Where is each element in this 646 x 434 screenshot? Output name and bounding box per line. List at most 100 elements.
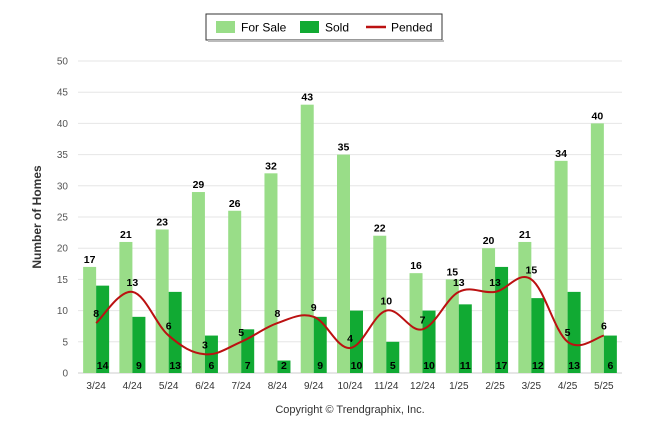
legend: For Sale Sold Pended [205, 13, 444, 42]
x-tick-label: 11/24 [374, 381, 399, 392]
for-sale-bar [518, 241, 532, 373]
y-tick-label: 20 [57, 244, 69, 255]
sold-value-label: 14 [97, 360, 109, 372]
x-tick-label: 8/24 [268, 381, 288, 392]
sold-bar [422, 310, 436, 373]
for-sale-bar [300, 104, 314, 374]
sold-value-label: 9 [136, 360, 142, 372]
sold-bar [168, 291, 182, 373]
x-tick-label: 3/24 [86, 381, 106, 392]
for-sale-bar [264, 173, 278, 373]
sold-bar [458, 304, 472, 373]
for-sale-value-label: 26 [229, 198, 241, 210]
sold-value-label: 10 [351, 360, 363, 372]
for-sale-value-label: 43 [301, 92, 313, 104]
sold-value-label: 13 [169, 360, 181, 372]
x-tick-label: 2/25 [485, 381, 505, 392]
legend-label: For Sale [241, 21, 287, 35]
pended-value-label: 4 [347, 333, 353, 345]
pended-value-label: 15 [525, 264, 537, 276]
sold-value-label: 9 [317, 360, 323, 372]
x-tick-label: 9/24 [304, 381, 324, 392]
pended-line [95, 276, 605, 356]
pended-value-label: 6 [166, 321, 172, 333]
y-tick-label: 10 [57, 306, 69, 317]
for-sale-bar [554, 160, 568, 373]
x-tick-label: 12/24 [410, 381, 435, 392]
pended-value-label: 9 [311, 302, 317, 314]
y-axis-title: Number of Homes [30, 165, 44, 269]
pended-value-label: 10 [380, 296, 392, 308]
sold-value-label: 10 [423, 360, 435, 372]
copyright-text: Copyright © Trendgraphix, Inc. [275, 404, 424, 416]
x-tick-label: 5/24 [159, 381, 179, 392]
x-tick-label: 1/25 [449, 381, 469, 392]
sold-bar [603, 335, 617, 373]
legend-label: Sold [325, 21, 349, 35]
for-sale-bar [228, 210, 242, 373]
for-sale-value-label: 34 [555, 148, 567, 160]
for-sale-bar [191, 192, 205, 373]
for-sale-value-label: 32 [265, 160, 277, 172]
data-labels: 1714821913231362963267532284399351042251… [84, 92, 614, 372]
for-sale-value-label: 40 [592, 110, 604, 122]
y-tick-label: 35 [57, 150, 69, 161]
x-tick-label: 4/24 [123, 381, 143, 392]
pended-value-label: 3 [202, 339, 208, 351]
sold-value-label: 12 [532, 360, 544, 372]
for-sale-value-label: 15 [446, 266, 458, 278]
sold-value-label: 11 [460, 360, 471, 372]
for-sale-value-label: 21 [120, 229, 132, 241]
y-tick-label: 30 [57, 181, 69, 192]
for-sale-value-label: 20 [483, 235, 495, 247]
sold-bar [350, 310, 363, 373]
pended-value-label: 13 [127, 277, 139, 289]
sold-bar [567, 291, 581, 373]
pended-value-label: 5 [565, 327, 571, 339]
pended-value-label: 13 [489, 277, 501, 289]
x-tick-label: 6/24 [195, 381, 215, 392]
for-sale-bar [482, 248, 496, 373]
pended-value-label: 8 [275, 308, 281, 320]
for-sale-value-label: 22 [374, 223, 386, 235]
sold-value-label: 17 [496, 360, 508, 372]
sold-bar [531, 298, 545, 373]
for-sale-bar [83, 266, 97, 373]
x-tick-label: 5/25 [594, 381, 614, 392]
y-tick-label: 5 [62, 337, 68, 348]
x-tick-label: 7/24 [231, 381, 251, 392]
legend-swatch [216, 21, 235, 33]
pended-value-label: 8 [93, 308, 99, 320]
sold-value-label: 5 [390, 360, 396, 372]
y-tick-label: 50 [57, 57, 69, 68]
y-tick-labels: 0 5 10 15 20 25 30 35 40 45 50 [57, 57, 69, 380]
sold-bar [313, 316, 327, 373]
pended-value-label: 5 [238, 327, 244, 339]
sold-bar [132, 316, 146, 373]
for-sale-value-label: 21 [519, 229, 531, 241]
legend-box [205, 13, 443, 41]
sold-value-label: 6 [209, 360, 215, 372]
for-sale-value-label: 16 [410, 260, 422, 272]
y-tick-label: 15 [57, 275, 69, 286]
x-tick-label: 4/25 [558, 381, 578, 392]
x-tick-label: 3/25 [522, 381, 542, 392]
x-tick-label: 10/24 [337, 381, 362, 392]
legend-label: Pended [391, 21, 432, 35]
pended-value-label: 13 [453, 277, 465, 289]
pended-line-path [95, 276, 605, 356]
sold-bar [277, 360, 291, 373]
y-tick-label: 0 [62, 369, 68, 380]
for-sale-bar [373, 235, 387, 373]
for-sale-bar [155, 229, 169, 373]
for-sale-value-label: 35 [338, 142, 350, 154]
for-sale-bar [119, 241, 133, 373]
x-tick-labels: 3/24 4/24 5/24 6/24 7/24 8/24 9/24 10/24 11/24 12… [86, 381, 614, 392]
for-sale-value-label: 29 [193, 179, 205, 191]
sold-value-label: 2 [281, 360, 287, 372]
sold-value-label: 7 [245, 360, 251, 372]
pended-value-label: 6 [601, 321, 607, 333]
legend-swatch [300, 21, 319, 33]
sold-bar [96, 285, 110, 373]
